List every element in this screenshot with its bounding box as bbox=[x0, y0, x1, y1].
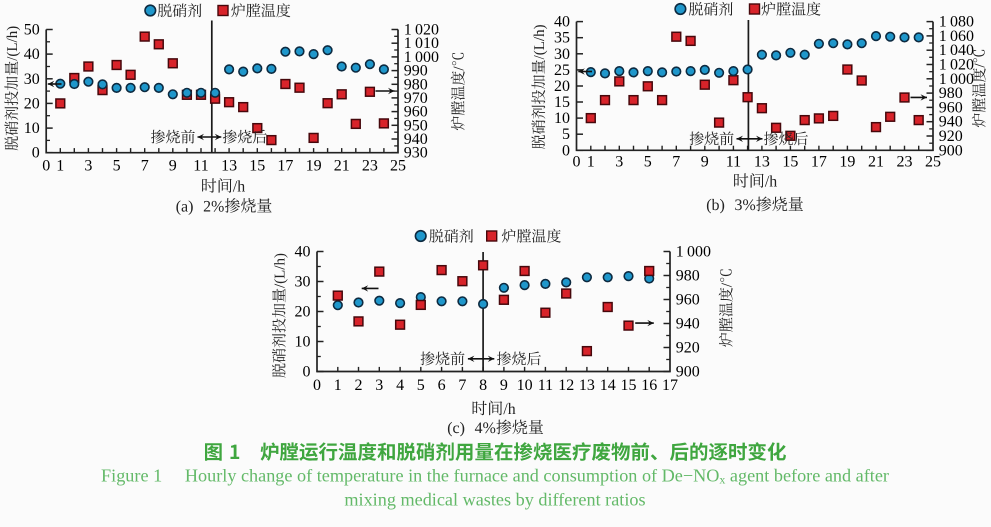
svg-text:20: 20 bbox=[554, 78, 570, 95]
svg-text:20: 20 bbox=[24, 95, 40, 112]
svg-text:1: 1 bbox=[334, 377, 342, 394]
svg-text:11: 11 bbox=[726, 154, 741, 171]
svg-text:7: 7 bbox=[141, 157, 149, 174]
svg-text:940: 940 bbox=[676, 316, 700, 333]
svg-text:7: 7 bbox=[672, 154, 680, 171]
svg-text:21: 21 bbox=[334, 157, 350, 174]
svg-text:9: 9 bbox=[701, 154, 709, 171]
svg-text:3: 3 bbox=[84, 157, 92, 174]
svg-text:930: 930 bbox=[404, 145, 428, 162]
svg-text:5: 5 bbox=[562, 126, 570, 143]
svg-text:900: 900 bbox=[676, 364, 700, 381]
svg-text:1 000: 1 000 bbox=[404, 49, 439, 66]
svg-text:3: 3 bbox=[615, 154, 623, 171]
svg-text:20: 20 bbox=[295, 304, 311, 321]
svg-text:23: 23 bbox=[362, 157, 378, 174]
svg-text:2: 2 bbox=[355, 377, 363, 394]
svg-text:0: 0 bbox=[42, 157, 50, 174]
svg-text:5: 5 bbox=[644, 154, 652, 171]
svg-text:1 080: 1 080 bbox=[939, 14, 974, 31]
svg-text:17: 17 bbox=[662, 377, 678, 394]
svg-text:1 060: 1 060 bbox=[939, 28, 974, 45]
svg-text:30: 30 bbox=[24, 71, 40, 88]
svg-text:40: 40 bbox=[24, 46, 40, 63]
svg-text:19: 19 bbox=[306, 157, 322, 174]
svg-text:21: 21 bbox=[868, 154, 884, 171]
svg-text:8: 8 bbox=[479, 377, 487, 394]
svg-text:16: 16 bbox=[641, 377, 657, 394]
svg-text:Figure 1 Hourly change of tem: Figure 1 Hourly change of temperature in… bbox=[101, 466, 889, 487]
svg-text:920: 920 bbox=[939, 128, 963, 145]
svg-text:980: 980 bbox=[939, 85, 963, 102]
svg-text:1 000: 1 000 bbox=[676, 244, 711, 261]
svg-text:990: 990 bbox=[404, 63, 428, 80]
svg-text:9: 9 bbox=[500, 377, 508, 394]
svg-text:13: 13 bbox=[754, 154, 770, 171]
svg-text:40: 40 bbox=[554, 14, 570, 31]
svg-text:14: 14 bbox=[600, 377, 616, 394]
svg-text:25: 25 bbox=[554, 62, 570, 79]
svg-text:0: 0 bbox=[313, 377, 321, 394]
svg-text:13: 13 bbox=[579, 377, 595, 394]
svg-text:3: 3 bbox=[375, 377, 383, 394]
svg-text:35: 35 bbox=[554, 30, 570, 47]
svg-text:10: 10 bbox=[24, 120, 40, 137]
svg-text:13: 13 bbox=[221, 157, 237, 174]
svg-text:950: 950 bbox=[404, 117, 428, 134]
svg-text:980: 980 bbox=[676, 268, 700, 285]
svg-text:25: 25 bbox=[925, 154, 941, 171]
svg-text:5: 5 bbox=[417, 377, 425, 394]
svg-text:1: 1 bbox=[56, 157, 64, 174]
svg-text:17: 17 bbox=[811, 154, 827, 171]
svg-text:15: 15 bbox=[621, 377, 637, 394]
svg-text:960: 960 bbox=[404, 104, 428, 121]
svg-text:17: 17 bbox=[277, 157, 293, 174]
svg-text:0: 0 bbox=[32, 145, 40, 162]
svg-text:960: 960 bbox=[939, 99, 963, 116]
svg-text:30: 30 bbox=[295, 274, 311, 291]
svg-text:960: 960 bbox=[676, 292, 700, 309]
svg-text:1 000: 1 000 bbox=[939, 71, 974, 88]
svg-text:970: 970 bbox=[404, 90, 428, 107]
svg-text:10: 10 bbox=[517, 377, 533, 394]
svg-text:50: 50 bbox=[24, 22, 40, 39]
svg-text:15: 15 bbox=[554, 94, 570, 111]
svg-text:0: 0 bbox=[573, 154, 581, 171]
svg-text:1: 1 bbox=[587, 154, 595, 171]
svg-text:15: 15 bbox=[782, 154, 798, 171]
svg-text:10: 10 bbox=[295, 334, 311, 351]
svg-text:0: 0 bbox=[303, 364, 311, 381]
svg-text:5: 5 bbox=[113, 157, 121, 174]
svg-text:15: 15 bbox=[249, 157, 265, 174]
svg-text:920: 920 bbox=[676, 340, 700, 357]
svg-text:12: 12 bbox=[558, 377, 574, 394]
svg-text:10: 10 bbox=[554, 110, 570, 127]
svg-text:1 040: 1 040 bbox=[939, 42, 974, 59]
svg-text:900: 900 bbox=[939, 142, 963, 159]
svg-text:11: 11 bbox=[193, 157, 208, 174]
svg-text:1 020: 1 020 bbox=[404, 22, 439, 39]
svg-text:940: 940 bbox=[404, 131, 428, 148]
svg-text:0: 0 bbox=[562, 142, 570, 159]
svg-text:25: 25 bbox=[390, 157, 406, 174]
svg-text:9: 9 bbox=[169, 157, 177, 174]
svg-text:11: 11 bbox=[538, 377, 553, 394]
svg-text:6: 6 bbox=[438, 377, 446, 394]
svg-text:980: 980 bbox=[404, 76, 428, 93]
svg-text:mixing medical wastes by diffe: mixing medical wastes by different ratio… bbox=[344, 490, 645, 510]
svg-text:40: 40 bbox=[295, 244, 311, 261]
svg-text:19: 19 bbox=[839, 154, 855, 171]
svg-text:1 010: 1 010 bbox=[404, 35, 439, 52]
svg-text:7: 7 bbox=[458, 377, 466, 394]
svg-text:30: 30 bbox=[554, 46, 570, 63]
svg-text:1 020: 1 020 bbox=[939, 57, 974, 74]
svg-text:940: 940 bbox=[939, 114, 963, 131]
svg-text:23: 23 bbox=[897, 154, 913, 171]
svg-text:4: 4 bbox=[396, 377, 404, 394]
